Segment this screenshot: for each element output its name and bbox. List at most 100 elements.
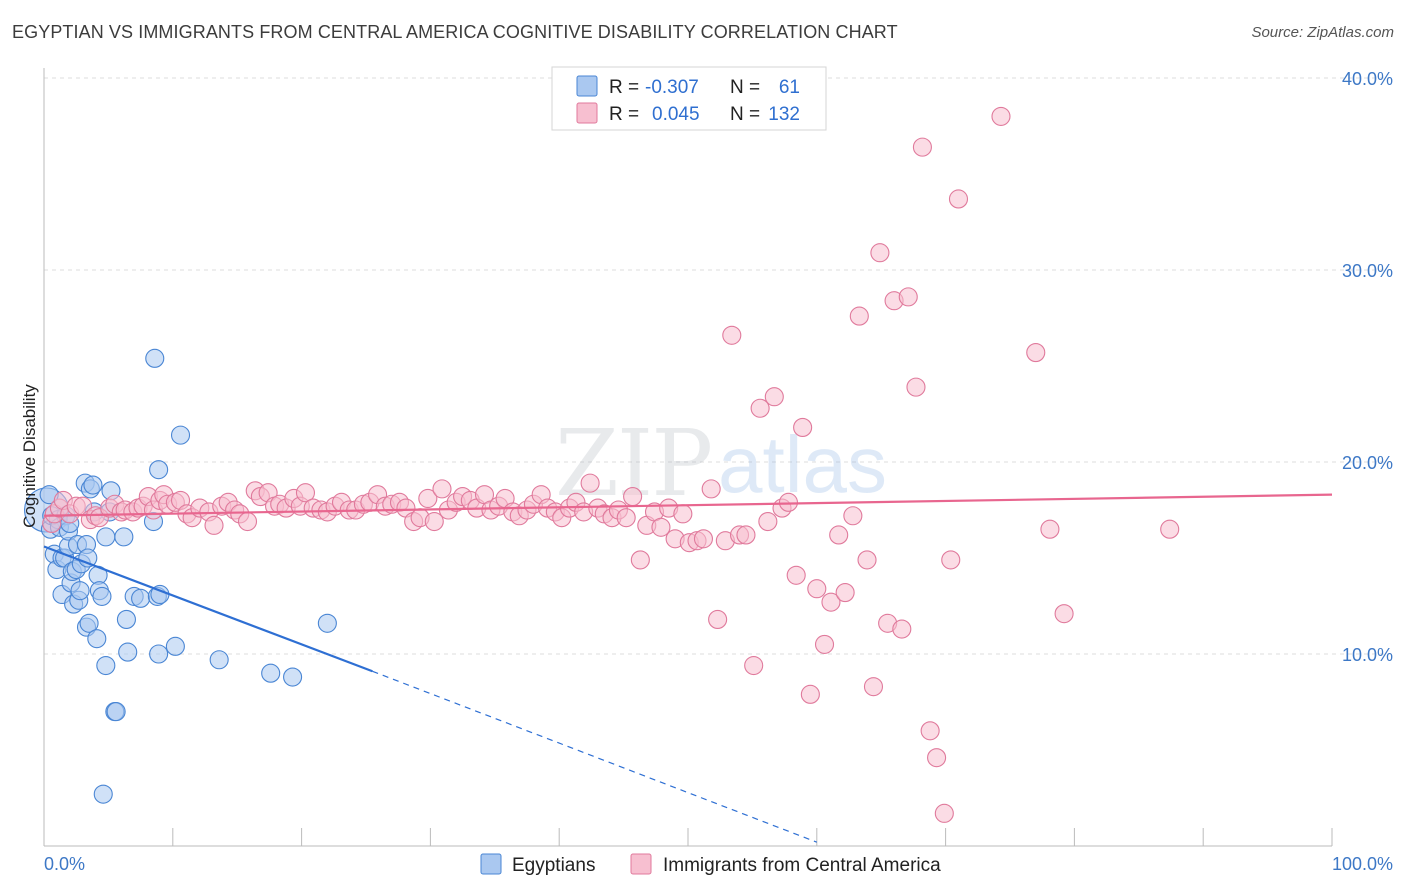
bottom-legend-swatch-egyptians bbox=[480, 853, 502, 875]
central-america-point-136 bbox=[1026, 343, 1046, 363]
egyptian-point-31 bbox=[87, 629, 107, 649]
egyptian-point-41 bbox=[106, 702, 126, 722]
central-america-point-131 bbox=[927, 748, 947, 768]
egyptian-point-29 bbox=[83, 475, 103, 495]
central-america-point-110 bbox=[778, 492, 799, 512]
legend-n-value-0: 61 bbox=[779, 77, 800, 98]
central-america-point-115 bbox=[814, 634, 835, 654]
central-america-point-99 bbox=[701, 479, 721, 499]
central-america-point-122 bbox=[863, 677, 884, 697]
central-america-point-60 bbox=[424, 511, 444, 532]
central-america-point-95 bbox=[673, 504, 693, 524]
bottom-legend-label-egyptians: Egyptians bbox=[512, 855, 595, 876]
central-america-point-127 bbox=[898, 287, 918, 307]
egyptian-point-35 bbox=[93, 784, 113, 804]
series-central-america bbox=[42, 106, 1180, 823]
y-tick-label-20: 20.0% bbox=[1342, 453, 1393, 473]
central-america-point-139 bbox=[1160, 519, 1180, 539]
central-america-trendline bbox=[43, 493, 1333, 517]
central-america-point-112 bbox=[793, 417, 813, 437]
egyptian-point-26 bbox=[78, 548, 98, 568]
x-tick-label-max: 100.0% bbox=[1332, 854, 1393, 874]
central-america-point-133 bbox=[941, 550, 961, 570]
bottom-legend-swatch-central-america bbox=[630, 853, 652, 875]
legend-n-label-1: N = bbox=[730, 104, 760, 125]
egyptian-point-55 bbox=[209, 650, 229, 670]
central-america-point-42 bbox=[295, 483, 316, 503]
egyptian-point-53 bbox=[165, 636, 185, 656]
legend-swatch-central-america bbox=[576, 102, 598, 124]
chart-title: EGYPTIAN VS IMMIGRANTS FROM CENTRAL AMER… bbox=[12, 22, 898, 42]
central-america-point-137 bbox=[1040, 519, 1060, 539]
central-america-point-120 bbox=[849, 306, 869, 326]
central-america-point-98 bbox=[693, 529, 714, 549]
central-america-point-118 bbox=[835, 583, 855, 603]
central-america-point-119 bbox=[843, 506, 863, 526]
egyptians-trendline-extension bbox=[372, 670, 818, 843]
series-egyptians bbox=[24, 348, 337, 804]
egyptian-point-43 bbox=[116, 609, 136, 629]
central-america-point-117 bbox=[829, 525, 849, 545]
central-america-point-87 bbox=[616, 508, 636, 528]
gridlines bbox=[44, 77, 1390, 655]
legend-swatch-egyptians bbox=[576, 75, 598, 97]
central-america-point-82 bbox=[580, 473, 600, 493]
egyptian-point-46 bbox=[131, 588, 151, 608]
central-america-point-123 bbox=[870, 243, 890, 263]
central-america-point-113 bbox=[800, 684, 820, 704]
central-america-point-128 bbox=[906, 377, 926, 397]
central-america-point-129 bbox=[912, 137, 932, 157]
central-america-point-116 bbox=[821, 592, 841, 612]
egyptian-point-42 bbox=[114, 527, 134, 547]
egyptian-point-48 bbox=[145, 348, 165, 368]
central-america-point-121 bbox=[857, 550, 877, 570]
egyptian-point-54 bbox=[170, 425, 191, 445]
central-america-point-111 bbox=[786, 565, 806, 585]
central-america-point-100 bbox=[708, 609, 728, 629]
y-axis-tick-labels: 10.0% 20.0% 30.0% 40.0% bbox=[1342, 69, 1393, 665]
source-label: Source: ZipAtlas.com bbox=[1251, 24, 1394, 41]
egyptian-point-57 bbox=[283, 667, 303, 687]
legend-r-label-0: R = bbox=[609, 77, 639, 98]
egyptian-point-37 bbox=[96, 527, 116, 547]
central-america-point-102 bbox=[722, 325, 742, 345]
legend-n-label-0: N = bbox=[730, 77, 760, 98]
stats-legend-box bbox=[551, 66, 827, 131]
central-america-point-92 bbox=[651, 517, 671, 537]
central-america-point-134 bbox=[948, 189, 969, 209]
bottom-legend-label-central-america: Immigrants from Central America bbox=[663, 855, 941, 876]
egyptian-point-21 bbox=[70, 581, 90, 601]
central-america-point-105 bbox=[744, 655, 764, 676]
y-tick-label-40: 40.0% bbox=[1342, 69, 1393, 89]
central-america-point-107 bbox=[758, 511, 778, 532]
legend-r-label-1: R = bbox=[609, 104, 639, 125]
central-america-point-132 bbox=[934, 803, 954, 823]
legend-r-value-0: -0.307 bbox=[645, 77, 699, 98]
egyptian-point-44 bbox=[118, 642, 138, 662]
x-tick-label-min: 0.0% bbox=[44, 854, 85, 874]
central-america-point-114 bbox=[807, 579, 827, 599]
watermark: ZIP atlas bbox=[555, 410, 887, 517]
trendlines bbox=[43, 493, 1333, 843]
egyptian-point-58 bbox=[317, 613, 337, 633]
central-america-point-138 bbox=[1054, 604, 1074, 624]
egyptian-point-56 bbox=[261, 663, 281, 683]
egyptian-point-27 bbox=[79, 613, 99, 633]
central-america-point-106 bbox=[750, 398, 770, 418]
stats-legend: R = -0.307 N = 61 R = 0.045 N = 132 bbox=[551, 66, 827, 131]
egyptian-point-36 bbox=[96, 655, 116, 676]
central-america-point-28 bbox=[204, 515, 224, 535]
x-axis-ticks bbox=[172, 828, 1333, 846]
egyptian-point-50 bbox=[149, 644, 169, 664]
y-tick-label-30: 30.0% bbox=[1342, 261, 1393, 281]
central-america-point-59 bbox=[418, 488, 438, 509]
central-america-point-126 bbox=[892, 619, 912, 639]
egyptian-point-34 bbox=[92, 586, 112, 606]
legend-n-value-1: 132 bbox=[768, 104, 800, 125]
legend-r-value-1: 0.045 bbox=[652, 104, 700, 125]
central-america-point-130 bbox=[920, 721, 940, 741]
central-america-point-108 bbox=[764, 387, 784, 407]
y-axis-title: Cognitive Disability bbox=[20, 384, 39, 528]
central-america-point-89 bbox=[630, 550, 650, 570]
